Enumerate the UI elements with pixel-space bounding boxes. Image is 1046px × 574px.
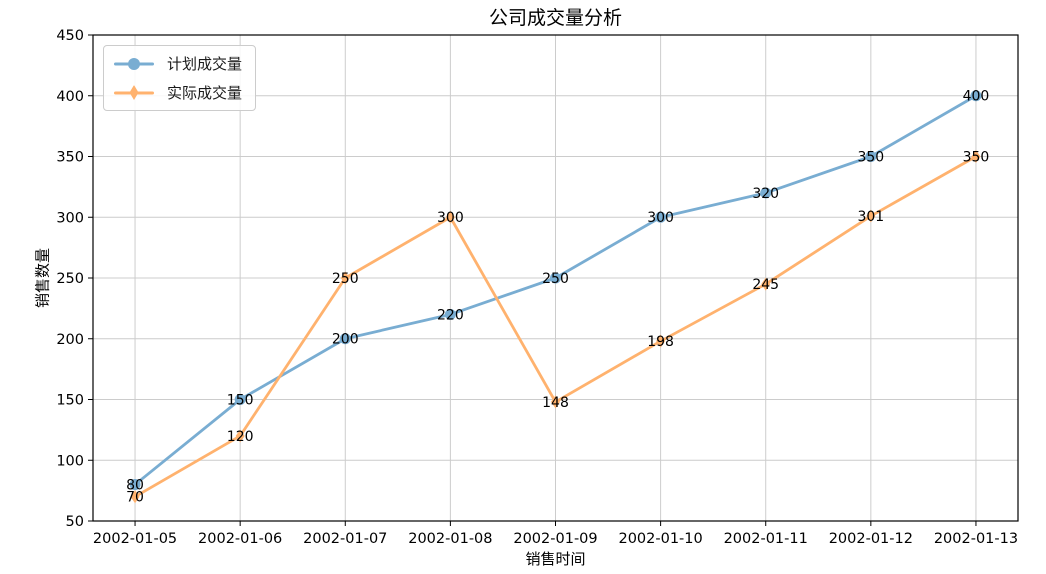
diamond-marker-icon [114, 85, 154, 100]
x-tick-label: 2002-01-08 [408, 531, 492, 547]
x-tick-label: 2002-01-06 [198, 531, 282, 547]
data-point-label: 300 [647, 210, 674, 226]
data-point-marker [235, 429, 245, 443]
data-point-label: 250 [542, 271, 569, 287]
data-point-marker [339, 333, 351, 345]
data-point-label: 245 [752, 277, 779, 293]
chart-title: 公司成交量分析 [488, 7, 622, 29]
data-point-marker [550, 272, 561, 284]
data-point-marker [760, 187, 772, 199]
legend-item-0: 计划成交量 [114, 53, 242, 74]
x-tick-label: 2002-01-05 [93, 531, 177, 547]
data-point-label: 80 [126, 477, 144, 493]
y-tick-label: 300 [56, 210, 84, 226]
data-point-marker [656, 334, 666, 348]
y-tick-label: 50 [66, 514, 84, 530]
data-point-marker [655, 211, 667, 223]
x-axis-label: 销售时间 [525, 550, 586, 568]
y-tick-label: 250 [56, 271, 84, 287]
data-point-label: 300 [437, 210, 464, 226]
data-point-label: 120 [227, 429, 254, 445]
y-tick-label: 150 [56, 393, 84, 409]
y-axis-label: 销售数量 [33, 247, 52, 309]
y-tick-label: 100 [56, 453, 84, 469]
x-tick-label: 2002-01-09 [513, 531, 597, 547]
data-point-marker [129, 479, 141, 491]
legend-item-1: 实际成交量 [114, 82, 242, 103]
data-point-label: 200 [332, 332, 359, 348]
y-tick-label: 200 [56, 332, 84, 348]
data-point-label: 400 [963, 89, 990, 105]
x-tick-label: 2002-01-13 [934, 531, 1018, 547]
data-point-marker [445, 210, 455, 224]
data-point-label: 250 [332, 271, 359, 287]
data-point-marker [551, 395, 560, 409]
data-point-marker [970, 90, 982, 102]
x-tick-label: 2002-01-11 [724, 531, 808, 547]
x-tick-label: 2002-01-10 [618, 531, 702, 547]
data-point-label: 150 [227, 392, 254, 408]
legend-label: 实际成交量 [167, 84, 243, 102]
y-tick-label: 450 [56, 28, 84, 44]
data-point-marker [234, 394, 246, 405]
data-point-label: 320 [752, 186, 779, 202]
legend-box: 计划成交量实际成交量 [103, 45, 257, 111]
data-point-marker [866, 209, 876, 223]
y-tick-label: 400 [56, 89, 84, 105]
data-point-label: 70 [126, 490, 144, 506]
y-tick-label: 350 [56, 150, 84, 166]
data-point-label: 198 [647, 334, 674, 350]
circle-marker-icon [114, 56, 154, 71]
x-tick-label: 2002-01-07 [303, 531, 387, 547]
data-point-marker [761, 277, 771, 291]
data-point-marker [865, 151, 877, 162]
data-point-marker [444, 308, 456, 320]
data-point-label: 220 [437, 307, 464, 323]
data-point-marker [971, 150, 981, 163]
data-point-label: 301 [857, 209, 884, 225]
data-point-marker [130, 490, 140, 504]
data-point-marker [340, 271, 350, 285]
x-tick-label: 2002-01-12 [829, 531, 913, 547]
data-point-label: 148 [542, 395, 569, 411]
data-point-label: 350 [963, 149, 990, 165]
data-point-label: 350 [857, 149, 884, 165]
legend-label: 计划成交量 [167, 55, 243, 73]
